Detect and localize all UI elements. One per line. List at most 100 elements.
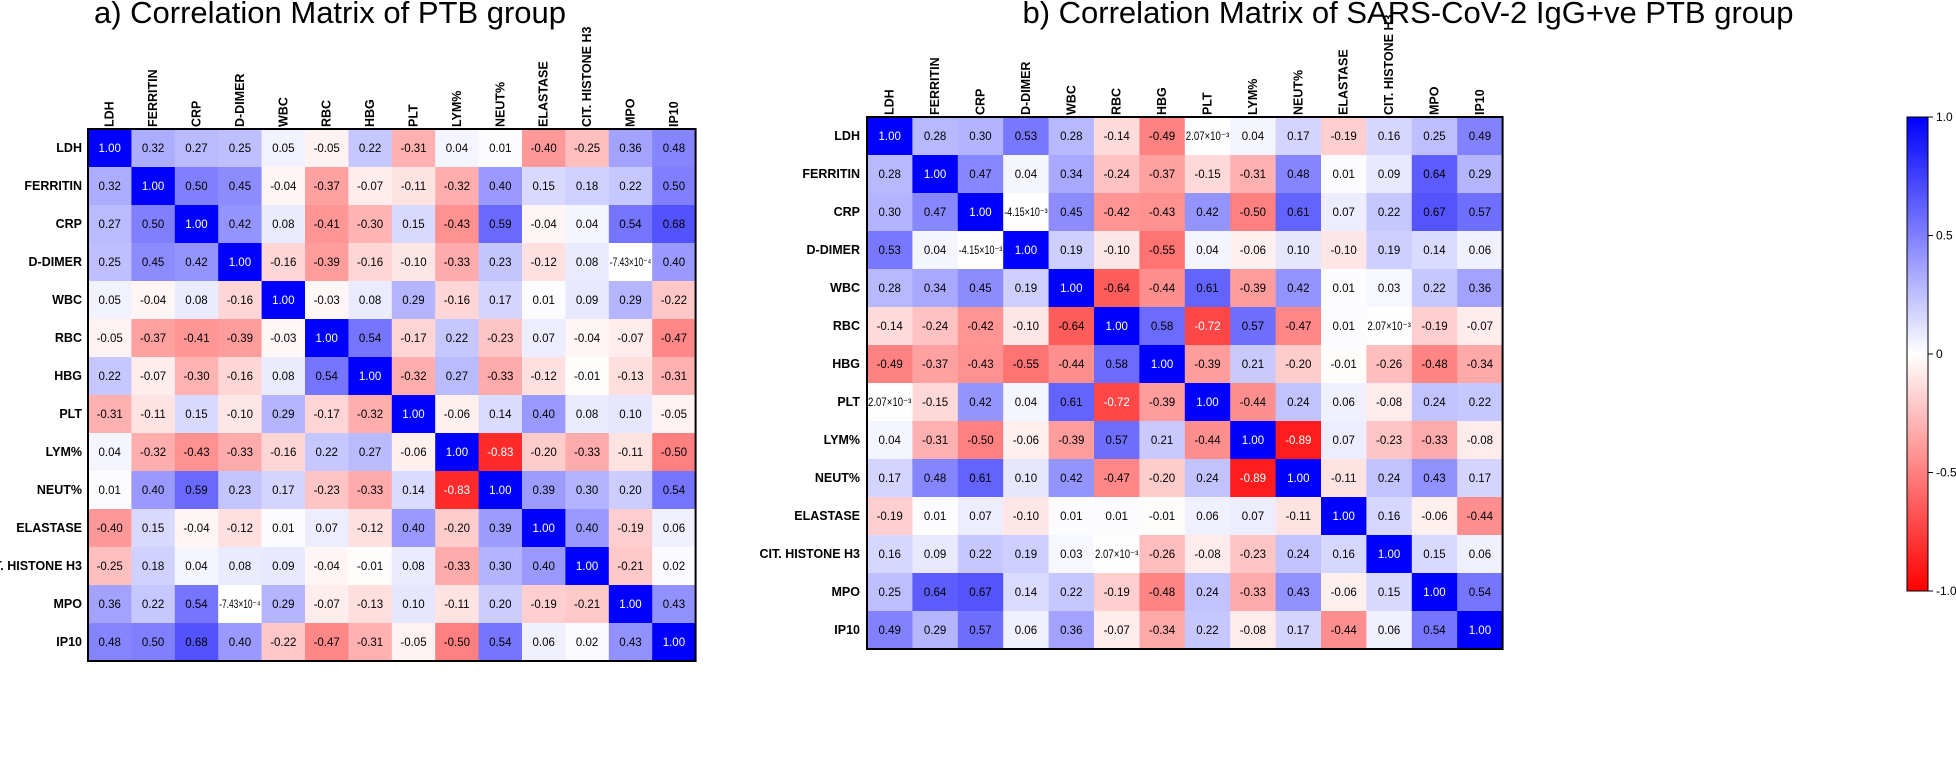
cell-value-label: 0.14 bbox=[402, 485, 425, 497]
cell-value-label: 2.07×10⁻³ bbox=[1095, 549, 1139, 561]
heatmap-cell bbox=[1184, 535, 1231, 574]
heatmap-cell bbox=[652, 471, 697, 510]
cell-value-label: 0.06 bbox=[1196, 511, 1218, 523]
col-label-plt: PLT bbox=[407, 104, 421, 127]
row-label-cit-histone-h3: CIT. HISTONE H3 bbox=[760, 547, 861, 561]
heatmap-cell bbox=[1048, 345, 1095, 384]
heatmap-cell bbox=[478, 205, 523, 244]
heatmap-cell bbox=[1094, 345, 1140, 384]
heatmap-cell bbox=[348, 205, 393, 244]
heatmap-cell bbox=[1321, 307, 1367, 346]
cell-value-label: -0.06 bbox=[400, 447, 426, 459]
cell-value-label: 0.53 bbox=[1015, 131, 1037, 143]
cell-value-label: 0.48 bbox=[663, 143, 685, 155]
cell-value-label: 0.06 bbox=[1469, 245, 1491, 257]
cell-value-label: -0.20 bbox=[1285, 359, 1311, 371]
row-label-plt: PLT bbox=[837, 395, 860, 409]
row-label-neut-pct: NEUT% bbox=[815, 471, 860, 485]
heatmap-cell bbox=[174, 395, 219, 434]
heatmap-cell bbox=[1184, 155, 1231, 194]
heatmap-cell bbox=[391, 167, 436, 206]
cell-value-label: -0.55 bbox=[1013, 359, 1039, 371]
row-label-hbg: HBG bbox=[54, 369, 82, 383]
heatmap-cell bbox=[1366, 269, 1413, 308]
col-label-wbc: WBC bbox=[276, 97, 290, 127]
cell-value-label: 0.14 bbox=[1423, 245, 1446, 257]
heatmap-cell bbox=[348, 547, 393, 586]
cell-value-label: 0.40 bbox=[663, 257, 685, 269]
cell-value-label: 0.45 bbox=[969, 283, 991, 295]
heatmap-cell bbox=[391, 243, 436, 282]
cell-value-label: 0.57 bbox=[1106, 435, 1128, 447]
heatmap-cell bbox=[1139, 421, 1186, 460]
heatmap-cell bbox=[1048, 231, 1095, 270]
heatmap-cell bbox=[565, 433, 610, 472]
cell-value-label: 0.28 bbox=[1060, 131, 1082, 143]
heatmap-cell bbox=[1457, 573, 1504, 612]
cell-value-label: 0.01 bbox=[272, 523, 294, 535]
heatmap-cell bbox=[608, 129, 653, 168]
heatmap-cell bbox=[348, 509, 393, 548]
heatmap-cell bbox=[912, 307, 959, 346]
cell-value-label: 0.43 bbox=[1423, 473, 1445, 485]
heatmap-cell bbox=[1184, 459, 1231, 498]
cell-value-label: -0.33 bbox=[1240, 587, 1266, 599]
heatmap-cell bbox=[478, 509, 523, 548]
cell-value-label: 0.06 bbox=[663, 523, 685, 535]
cell-value-label: 0.43 bbox=[1287, 587, 1309, 599]
cell-value-label: 0.64 bbox=[924, 587, 947, 599]
cell-value-label: 0.02 bbox=[576, 637, 598, 649]
cell-value-label: 0.53 bbox=[879, 245, 901, 257]
heatmap-cell bbox=[522, 433, 566, 472]
cell-value-label: -0.44 bbox=[1058, 359, 1085, 371]
cell-value-label: 0.04 bbox=[1242, 131, 1265, 143]
heatmap-cell bbox=[435, 547, 480, 586]
heatmap-cell bbox=[565, 243, 610, 282]
heatmap-cell bbox=[522, 281, 566, 320]
cell-value-label: -0.47 bbox=[1104, 473, 1130, 485]
heatmap-cell bbox=[174, 281, 219, 320]
heatmap-cell bbox=[957, 573, 1004, 612]
cell-value-label: -0.04 bbox=[531, 219, 558, 231]
cell-value-label: 0.40 bbox=[229, 637, 251, 649]
cell-value-label: 0.09 bbox=[272, 561, 294, 573]
cell-value-label: 1.00 bbox=[142, 181, 164, 193]
cell-value-label: -0.21 bbox=[574, 599, 600, 611]
heatmap-cell bbox=[305, 547, 349, 586]
heatmap-cell bbox=[1230, 459, 1277, 498]
heatmap-border bbox=[866, 116, 1504, 650]
heatmap-cell bbox=[305, 471, 349, 510]
heatmap-cell bbox=[391, 471, 436, 510]
col-label-cit-histone-h3: CIT. HISTONE H3 bbox=[580, 26, 594, 127]
heatmap-cell bbox=[912, 573, 959, 612]
heatmap-cell bbox=[1230, 307, 1277, 346]
heatmap-cell bbox=[88, 357, 132, 396]
heatmap-cell bbox=[88, 167, 132, 206]
heatmap-cell bbox=[565, 281, 610, 320]
heatmap-cell bbox=[1094, 231, 1140, 270]
cell-value-label: -0.08 bbox=[1240, 625, 1266, 637]
heatmap-cell bbox=[1230, 611, 1277, 650]
heatmap-cell bbox=[867, 155, 913, 194]
heatmap-cell bbox=[1411, 345, 1458, 384]
cell-value-label: -0.07 bbox=[314, 599, 340, 611]
row-label-mpo: MPO bbox=[54, 597, 83, 611]
cell-value-label: 1.00 bbox=[663, 637, 685, 649]
heatmap-cell bbox=[867, 421, 913, 460]
heatmap-cell bbox=[608, 585, 653, 624]
heatmap-cell bbox=[1411, 535, 1458, 574]
heatmap-cell bbox=[1457, 611, 1504, 650]
cell-value-label: -7.43×10⁻⁴ bbox=[219, 599, 260, 611]
cell-value-label: -0.23 bbox=[1376, 435, 1402, 447]
cell-value-label: 0.43 bbox=[619, 637, 641, 649]
cell-value-label: 0.09 bbox=[1378, 169, 1400, 181]
heatmap-cell bbox=[1275, 383, 1322, 422]
cell-value-label: -0.39 bbox=[1240, 283, 1266, 295]
cell-value-label: 0.14 bbox=[1015, 587, 1038, 599]
cell-value-label: 1.00 bbox=[316, 333, 338, 345]
heatmap-cell bbox=[1275, 611, 1322, 650]
heatmap-cell bbox=[348, 433, 393, 472]
cell-value-label: -0.01 bbox=[357, 561, 383, 573]
col-label-ferritin: FERRITIN bbox=[146, 69, 160, 127]
